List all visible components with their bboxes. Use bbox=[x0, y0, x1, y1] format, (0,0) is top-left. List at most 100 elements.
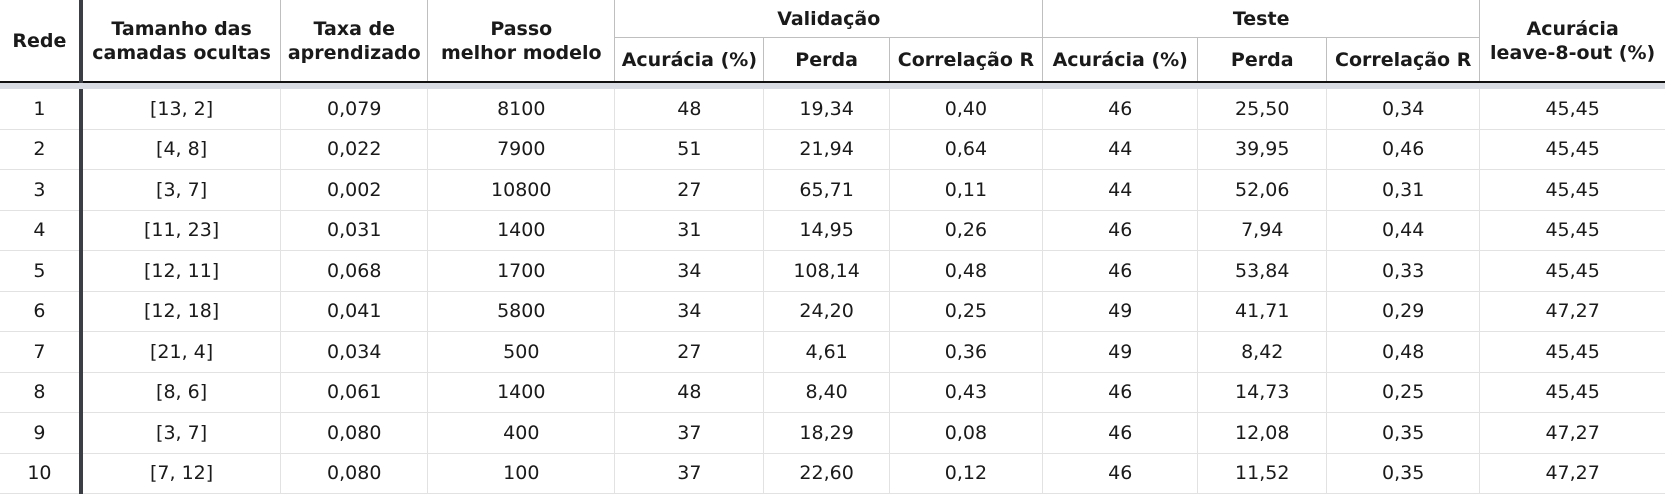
cell-rede: 6 bbox=[0, 291, 83, 332]
cell-val-perda: 8,40 bbox=[763, 372, 890, 413]
cell-val-correlacao: 0,08 bbox=[888, 412, 1043, 454]
cell-test-correlacao: 0,29 bbox=[1326, 291, 1480, 332]
cell-val-acuracia: 34 bbox=[614, 291, 764, 332]
cell-tamanho: [11, 23] bbox=[80, 210, 281, 251]
cell-val-perda: 108,14 bbox=[763, 250, 890, 292]
table-header: Rede Tamanho das camadas ocultas Taxa de… bbox=[0, 0, 1665, 83]
cell-acuracia-leave: 45,45 bbox=[1479, 129, 1665, 170]
cell-val-correlacao: 0,11 bbox=[888, 169, 1043, 211]
cell-val-perda: 18,29 bbox=[763, 412, 890, 454]
cell-val-acuracia: 31 bbox=[614, 210, 764, 251]
header-test-acuracia: Acurácia (%) bbox=[1042, 37, 1198, 82]
cell-val-acuracia: 51 bbox=[614, 129, 764, 170]
cell-rede: 10 bbox=[0, 453, 83, 494]
header-acuracia-leave: Acurácia leave-8-out (%) bbox=[1479, 0, 1665, 83]
header-test-correlacao: Correlação R bbox=[1326, 37, 1480, 82]
cell-tamanho: [4, 8] bbox=[80, 129, 281, 170]
cell-tamanho: [3, 7] bbox=[80, 412, 281, 454]
cell-test-acuracia: 46 bbox=[1042, 412, 1198, 454]
cell-taxa: 0,002 bbox=[280, 169, 428, 211]
table-body: 1 [13, 2] 0,079 8100 48 19,34 0,40 46 25,50 0,34 4… bbox=[0, 82, 1665, 494]
cell-val-correlacao: 0,40 bbox=[888, 89, 1043, 130]
cell-test-acuracia: 49 bbox=[1042, 291, 1198, 332]
cell-taxa: 0,034 bbox=[280, 331, 428, 373]
cell-val-perda: 24,20 bbox=[763, 291, 890, 332]
table-row: 2 [4, 8] 0,022 7900 51 21,94 0,64 44 39,95 0,46 45… bbox=[0, 129, 1665, 170]
cell-taxa: 0,022 bbox=[280, 129, 428, 170]
table-row: 9 [3, 7] 0,080 400 37 18,29 0,08 46 12,08 0,35 47,… bbox=[0, 412, 1665, 454]
cell-acuracia-leave: 45,45 bbox=[1479, 250, 1665, 292]
cell-passo: 1400 bbox=[427, 372, 615, 413]
cell-passo: 500 bbox=[427, 331, 615, 373]
table-row: 4 [11, 23] 0,031 1400 31 14,95 0,26 46 7,94 0,44 4… bbox=[0, 210, 1665, 251]
cell-test-perda: 39,95 bbox=[1197, 129, 1327, 170]
cell-val-perda: 21,94 bbox=[763, 129, 890, 170]
header-val-perda: Perda bbox=[763, 37, 890, 82]
table-row: 8 [8, 6] 0,061 1400 48 8,40 0,43 46 14,73 0,25 45,… bbox=[0, 372, 1665, 413]
header-test-perda: Perda bbox=[1197, 37, 1327, 82]
cell-passo: 100 bbox=[427, 453, 615, 494]
cell-test-acuracia: 49 bbox=[1042, 331, 1198, 373]
cell-test-correlacao: 0,44 bbox=[1326, 210, 1480, 251]
header-passo: Passo melhor modelo bbox=[427, 0, 615, 83]
cell-val-acuracia: 27 bbox=[614, 169, 764, 211]
table-row: 5 [12, 11] 0,068 1700 34 108,14 0,48 46 53,84 0,3… bbox=[0, 250, 1665, 292]
cell-test-acuracia: 46 bbox=[1042, 89, 1198, 130]
cell-passo: 10800 bbox=[427, 169, 615, 211]
cell-tamanho: [12, 18] bbox=[80, 291, 281, 332]
cell-test-acuracia: 46 bbox=[1042, 210, 1198, 251]
cell-rede: 3 bbox=[0, 169, 83, 211]
cell-val-perda: 65,71 bbox=[763, 169, 890, 211]
cell-tamanho: [21, 4] bbox=[80, 331, 281, 373]
header-tamanho-line2: camadas ocultas bbox=[92, 41, 271, 64]
cell-taxa: 0,068 bbox=[280, 250, 428, 292]
header-val-acuracia: Acurácia (%) bbox=[614, 37, 764, 82]
cell-passo: 1400 bbox=[427, 210, 615, 251]
separator-cell bbox=[0, 82, 1665, 89]
cell-test-correlacao: 0,25 bbox=[1326, 372, 1480, 413]
header-teste: Teste bbox=[1042, 0, 1480, 38]
cell-passo: 7900 bbox=[427, 129, 615, 170]
cell-passo: 8100 bbox=[427, 89, 615, 130]
cell-val-acuracia: 48 bbox=[614, 372, 764, 413]
header-tamanho: Tamanho das camadas ocultas bbox=[80, 0, 281, 83]
cell-test-perda: 25,50 bbox=[1197, 89, 1327, 130]
cell-test-correlacao: 0,33 bbox=[1326, 250, 1480, 292]
cell-test-perda: 11,52 bbox=[1197, 453, 1327, 494]
table-row: 7 [21, 4] 0,034 500 27 4,61 0,36 49 8,42 0,48 45,4… bbox=[0, 331, 1665, 373]
header-taxa-line1: Taxa de bbox=[313, 17, 395, 40]
cell-test-acuracia: 46 bbox=[1042, 453, 1198, 494]
cell-test-perda: 8,42 bbox=[1197, 331, 1327, 373]
cell-test-correlacao: 0,35 bbox=[1326, 453, 1480, 494]
header-acuracia-line1: Acurácia bbox=[1526, 17, 1619, 40]
cell-val-perda: 4,61 bbox=[763, 331, 890, 373]
cell-taxa: 0,080 bbox=[280, 453, 428, 494]
cell-val-perda: 19,34 bbox=[763, 89, 890, 130]
cell-rede: 2 bbox=[0, 129, 83, 170]
cell-tamanho: [13, 2] bbox=[80, 89, 281, 130]
cell-val-correlacao: 0,25 bbox=[888, 291, 1043, 332]
cell-val-acuracia: 34 bbox=[614, 250, 764, 292]
cell-test-acuracia: 46 bbox=[1042, 372, 1198, 413]
cell-test-acuracia: 44 bbox=[1042, 169, 1198, 211]
cell-tamanho: [12, 11] bbox=[80, 250, 281, 292]
cell-acuracia-leave: 45,45 bbox=[1479, 331, 1665, 373]
cell-taxa: 0,080 bbox=[280, 412, 428, 454]
cell-val-acuracia: 48 bbox=[614, 89, 764, 130]
header-passo-line2: melhor modelo bbox=[440, 41, 602, 64]
header-taxa-line2: aprendizado bbox=[287, 41, 421, 64]
cell-test-perda: 53,84 bbox=[1197, 250, 1327, 292]
header-passo-line1: Passo bbox=[490, 17, 553, 40]
header-separator bbox=[0, 82, 1665, 89]
cell-tamanho: [7, 12] bbox=[80, 453, 281, 494]
cell-passo: 5800 bbox=[427, 291, 615, 332]
cell-taxa: 0,061 bbox=[280, 372, 428, 413]
cell-passo: 400 bbox=[427, 412, 615, 454]
cell-test-acuracia: 44 bbox=[1042, 129, 1198, 170]
cell-taxa: 0,031 bbox=[280, 210, 428, 251]
cell-val-correlacao: 0,43 bbox=[888, 372, 1043, 413]
cell-test-correlacao: 0,35 bbox=[1326, 412, 1480, 454]
cell-val-acuracia: 27 bbox=[614, 331, 764, 373]
table-row: 1 [13, 2] 0,079 8100 48 19,34 0,40 46 25,50 0,34 4… bbox=[0, 89, 1665, 130]
